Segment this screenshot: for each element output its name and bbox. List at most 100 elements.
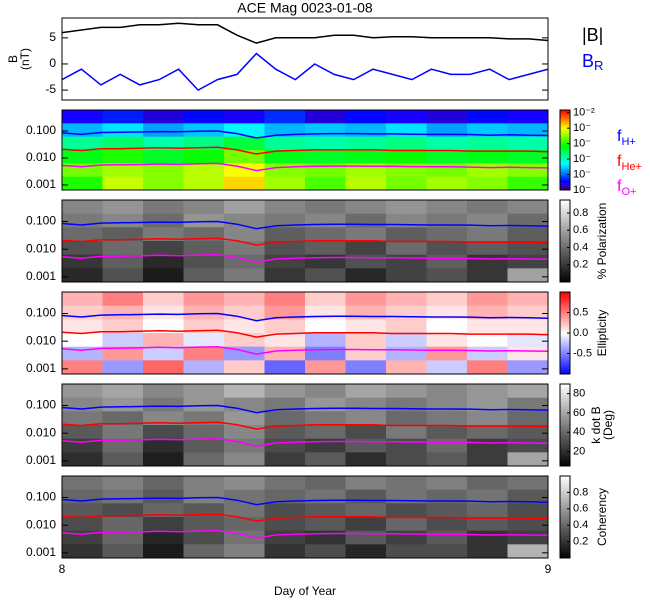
colorbar-step bbox=[560, 506, 570, 510]
colorbar-step bbox=[560, 172, 570, 175]
panel-frame bbox=[61, 383, 549, 467]
heatmap-cell bbox=[467, 489, 508, 504]
legend-name: |B| bbox=[582, 25, 603, 45]
heatmap-cell bbox=[426, 200, 468, 215]
heatmap-cell bbox=[224, 476, 265, 491]
heatmap-cell bbox=[224, 200, 265, 215]
heatmap-cell bbox=[507, 476, 548, 491]
heatmap-cell bbox=[143, 452, 184, 466]
heatmap-cell bbox=[264, 268, 306, 282]
heatmap-cell bbox=[507, 150, 548, 164]
colorbar-step bbox=[560, 435, 570, 438]
heatmap-cell bbox=[102, 517, 144, 532]
heatmap-cell bbox=[102, 452, 144, 466]
heatmap-cell bbox=[305, 397, 346, 412]
series-line bbox=[62, 237, 548, 246]
heatmap-cell bbox=[467, 268, 508, 282]
heatmap-cell bbox=[102, 241, 144, 256]
heatmap-cell bbox=[305, 200, 346, 215]
colorbar-step bbox=[560, 255, 570, 258]
colorbar-step bbox=[560, 551, 570, 555]
heatmap-cell bbox=[507, 136, 548, 151]
heatmap-cell bbox=[264, 319, 306, 334]
colorbar-step bbox=[560, 333, 570, 336]
panel-frame bbox=[61, 199, 549, 283]
heatmap-cell bbox=[386, 227, 427, 242]
colorbar-step bbox=[560, 279, 570, 283]
y-tick-label: 0.100 bbox=[26, 306, 56, 320]
colorbar-step bbox=[560, 512, 570, 516]
colorbar-step bbox=[560, 162, 570, 165]
heatmap-cell bbox=[467, 503, 508, 518]
heatmap-cell bbox=[467, 176, 508, 190]
heatmap-cell bbox=[62, 292, 103, 307]
heatmap-cell bbox=[426, 517, 468, 532]
heatmap-cell bbox=[345, 384, 387, 399]
heatmap-cell bbox=[305, 305, 346, 320]
heatmap-cell bbox=[183, 346, 225, 361]
colorbar-step bbox=[560, 251, 570, 254]
colorbar-step bbox=[560, 144, 570, 147]
y-tick-label: 0.001 bbox=[26, 361, 56, 375]
colorbar-step bbox=[560, 345, 570, 348]
heatmap-cell bbox=[507, 163, 548, 178]
heatmap-cell bbox=[102, 333, 144, 348]
heatmap-cell bbox=[305, 268, 346, 282]
heatmap-cell bbox=[467, 452, 508, 466]
y-tick-label: -5 bbox=[45, 82, 56, 96]
colorbar-step bbox=[560, 549, 570, 553]
colorbar-step bbox=[560, 304, 570, 307]
legend-label: fO+ bbox=[617, 178, 636, 198]
heatmap-cell bbox=[507, 438, 548, 453]
colorbar-step bbox=[560, 318, 570, 322]
colorbar-step bbox=[560, 314, 570, 318]
colorbar-tick-label: 80 bbox=[573, 388, 585, 400]
legend-sub: O+ bbox=[621, 186, 636, 198]
colorbar-tick-label: 40 bbox=[573, 426, 585, 438]
heatmap-cell bbox=[102, 254, 144, 269]
heatmap-cell bbox=[264, 163, 306, 178]
heatmap-cell bbox=[102, 544, 144, 558]
colorbar-step bbox=[560, 132, 570, 135]
heatmap-cell bbox=[102, 530, 144, 545]
heatmap-cell bbox=[102, 227, 144, 242]
heatmap-cell bbox=[143, 503, 184, 518]
heatmap-cell bbox=[345, 544, 387, 558]
series-line bbox=[62, 130, 548, 139]
colorbar-step bbox=[560, 508, 570, 512]
heatmap-cell bbox=[507, 397, 548, 412]
colorbar-step bbox=[560, 414, 570, 418]
colorbar-step bbox=[560, 537, 570, 541]
heatmap-cell bbox=[507, 292, 548, 307]
heatmap-cell bbox=[426, 452, 468, 466]
heatmap-cell bbox=[102, 213, 144, 228]
heatmap-cell bbox=[143, 346, 184, 361]
y-tick-label: 0.100 bbox=[26, 490, 56, 504]
colorbar-step bbox=[560, 110, 570, 113]
heatmap-cell bbox=[143, 110, 184, 124]
heatmap-cell bbox=[62, 360, 103, 374]
colorbar-step bbox=[560, 222, 570, 226]
heatmap-cell bbox=[264, 476, 306, 491]
colorbar-step bbox=[560, 170, 570, 173]
colorbar-step bbox=[560, 347, 570, 350]
heatmap-cell bbox=[102, 438, 144, 453]
heatmap-cell bbox=[224, 503, 265, 518]
heatmap-cell bbox=[305, 503, 346, 518]
heatmap-cell bbox=[264, 425, 306, 440]
colorbar-step bbox=[560, 367, 570, 371]
legend-label: |B| bbox=[582, 25, 603, 45]
colorbar-step bbox=[560, 425, 570, 428]
heatmap-cell bbox=[345, 476, 387, 491]
heatmap-cell bbox=[62, 411, 103, 426]
colorbar-step bbox=[560, 361, 570, 365]
heatmap-cell bbox=[386, 397, 427, 412]
colorbar-step bbox=[560, 433, 570, 436]
heatmap-cell bbox=[143, 305, 184, 320]
chart-title: ACE Mag 0023-01-08 bbox=[237, 0, 373, 16]
y-tick-label: 0.010 bbox=[26, 241, 56, 255]
heatmap-cell bbox=[143, 150, 184, 164]
heatmap-cell bbox=[386, 268, 427, 282]
colorbar-step bbox=[560, 527, 570, 530]
heatmap-cell bbox=[62, 476, 103, 491]
